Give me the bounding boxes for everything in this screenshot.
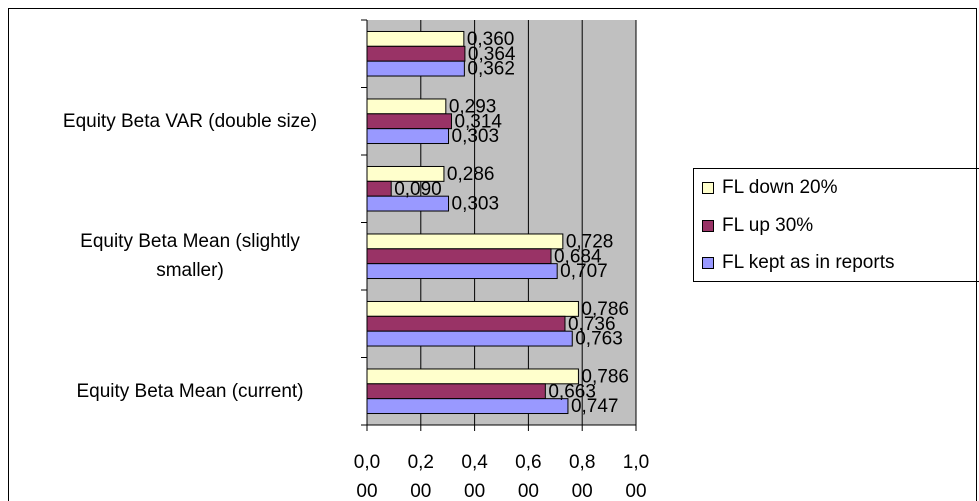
bar bbox=[366, 180, 392, 197]
value-label: 0,684 bbox=[554, 246, 602, 267]
value-label: 0,293 bbox=[449, 96, 497, 117]
bar bbox=[366, 60, 465, 77]
value-label: 0,303 bbox=[452, 126, 500, 147]
bar bbox=[366, 263, 558, 280]
x-tick-label: 1,000 bbox=[622, 452, 650, 501]
y-tick-label: Equity Beta Mean (slightly smaller) bbox=[80, 231, 300, 282]
bar bbox=[366, 233, 564, 250]
value-label: 0,728 bbox=[566, 231, 614, 252]
value-label: 0,736 bbox=[568, 314, 616, 335]
value-label: 0,707 bbox=[560, 261, 608, 282]
bar bbox=[366, 368, 579, 385]
value-label: 0,663 bbox=[548, 381, 596, 402]
value-label: 0,303 bbox=[452, 194, 500, 215]
value-label: 0,786 bbox=[581, 299, 629, 320]
value-label: 0,314 bbox=[454, 111, 502, 132]
legend-swatch bbox=[702, 257, 714, 269]
chart-border bbox=[8, 8, 977, 501]
value-label: 0,362 bbox=[467, 59, 515, 80]
bar bbox=[366, 113, 452, 130]
x-tick-label: 0,800 bbox=[568, 452, 596, 501]
value-label: 0,763 bbox=[575, 329, 623, 350]
bar bbox=[366, 128, 450, 145]
value-label: 0,747 bbox=[571, 396, 619, 417]
legend-label: FL kept as in reports bbox=[722, 252, 895, 273]
bar bbox=[366, 30, 465, 47]
bar bbox=[366, 300, 579, 317]
legend-item: FL down 20% bbox=[702, 176, 837, 200]
x-tick-label: 0,600 bbox=[515, 452, 542, 501]
bar bbox=[366, 165, 445, 182]
legend-swatch bbox=[702, 219, 714, 232]
bar bbox=[366, 330, 573, 347]
value-label: 0,364 bbox=[468, 44, 516, 65]
bar bbox=[366, 98, 447, 115]
y-tick-label: Equity Beta VAR (double size) bbox=[62, 110, 318, 132]
bar bbox=[366, 195, 450, 212]
x-tick-label: 0,000 bbox=[353, 452, 381, 501]
legend-item: FL up 30% bbox=[702, 214, 813, 238]
bar bbox=[366, 315, 566, 332]
bar bbox=[366, 383, 546, 400]
value-label: 0,786 bbox=[581, 366, 629, 387]
value-label: 0,360 bbox=[467, 29, 515, 50]
legend-item: FL kept as in reports bbox=[702, 251, 894, 275]
legend-label: FL down 20% bbox=[722, 177, 838, 198]
legend: FL down 20% FL up 30% FL kept as in report… bbox=[693, 168, 979, 282]
value-label: 0,286 bbox=[447, 164, 495, 185]
legend-swatch bbox=[702, 182, 714, 194]
bar bbox=[366, 398, 569, 415]
y-tick-label: Equity Beta Mean (current) bbox=[76, 380, 304, 402]
bar bbox=[366, 248, 552, 265]
x-tick-label: 0,400 bbox=[461, 452, 488, 501]
x-tick-label: 0,200 bbox=[407, 452, 434, 501]
plot-area bbox=[367, 20, 636, 425]
bar bbox=[366, 45, 466, 62]
legend-label: FL up 30% bbox=[722, 214, 814, 236]
value-label: 0,090 bbox=[394, 179, 442, 200]
